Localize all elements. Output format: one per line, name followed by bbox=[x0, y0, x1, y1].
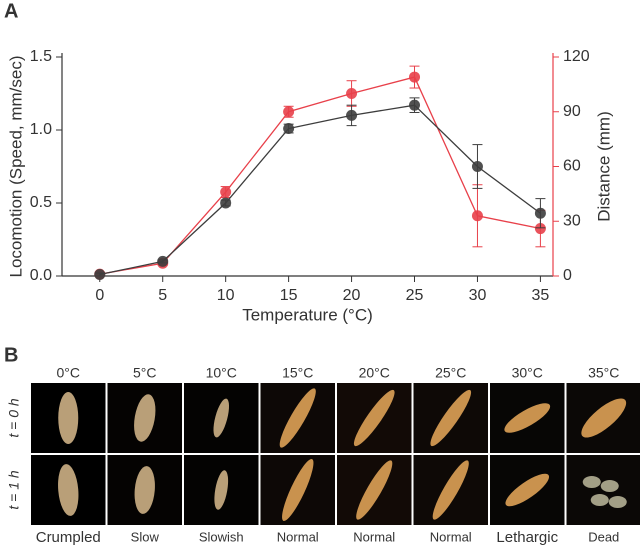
series-line bbox=[99, 76, 541, 275]
row-label: t = 1 h bbox=[6, 470, 22, 510]
specimen bbox=[600, 480, 619, 492]
column-label: 15°C bbox=[282, 365, 313, 381]
x-tick-label: 35 bbox=[532, 287, 550, 304]
column-label: 25°C bbox=[435, 365, 466, 381]
y2-tick-label: 60 bbox=[563, 158, 581, 175]
specimen bbox=[134, 466, 155, 514]
specimen bbox=[58, 464, 79, 516]
x-axis-title: Temperature (°C) bbox=[242, 305, 373, 324]
behavior-label: Slowish bbox=[199, 529, 244, 544]
data-point bbox=[157, 255, 169, 267]
specimen bbox=[134, 394, 156, 442]
y2-tick-label: 90 bbox=[563, 103, 581, 120]
x-tick-label: 0 bbox=[95, 287, 104, 304]
specimen bbox=[282, 459, 314, 521]
specimen bbox=[504, 403, 551, 433]
row-label: t = 0 h bbox=[6, 398, 22, 438]
specimen bbox=[58, 392, 79, 444]
y2-tick-label: 120 bbox=[563, 48, 590, 65]
data-point bbox=[409, 99, 421, 111]
specimen bbox=[581, 398, 627, 438]
data-point bbox=[534, 223, 546, 235]
specimen bbox=[279, 388, 316, 448]
data-point bbox=[346, 109, 358, 121]
specimen bbox=[356, 460, 393, 520]
behavior-label: Dead bbox=[588, 529, 619, 544]
y-tick-label: 1.0 bbox=[30, 121, 52, 138]
column-label: 35°C bbox=[588, 365, 619, 381]
behavior-label: Slow bbox=[131, 529, 160, 544]
x-tick-label: 15 bbox=[280, 287, 298, 304]
behavior-label: Crumpled bbox=[36, 529, 101, 546]
series-line bbox=[99, 104, 541, 276]
specimen bbox=[213, 398, 230, 438]
y-tick-label: 0.0 bbox=[30, 267, 52, 284]
y2-tick-label: 0 bbox=[563, 267, 572, 284]
column-label: 0°C bbox=[57, 365, 81, 381]
data-point bbox=[283, 106, 295, 118]
behavior-label: Normal bbox=[277, 529, 319, 544]
column-label: 20°C bbox=[359, 365, 390, 381]
x-tick-label: 20 bbox=[343, 287, 361, 304]
data-point bbox=[283, 123, 295, 135]
y-tick-label: 1.5 bbox=[30, 48, 52, 65]
behavior-label: Normal bbox=[353, 529, 395, 544]
x-tick-label: 10 bbox=[217, 287, 235, 304]
data-point bbox=[220, 197, 232, 209]
panel-label: B bbox=[4, 344, 18, 366]
data-point bbox=[94, 269, 106, 281]
x-tick-label: 25 bbox=[406, 287, 424, 304]
data-point bbox=[220, 186, 232, 198]
y2-axis-title: Distance (mm) bbox=[594, 111, 613, 222]
specimen bbox=[608, 496, 627, 508]
column-label: 10°C bbox=[206, 365, 237, 381]
data-point bbox=[346, 88, 358, 99]
y-tick-label: 0.5 bbox=[30, 194, 52, 211]
panel-label: A bbox=[4, 0, 18, 22]
column-label: 30°C bbox=[512, 365, 543, 381]
behavior-label: Normal bbox=[430, 529, 472, 544]
y2-tick-label: 30 bbox=[563, 212, 581, 229]
specimen bbox=[353, 389, 395, 447]
specimen bbox=[582, 476, 601, 488]
x-tick-label: 30 bbox=[469, 287, 487, 304]
specimen bbox=[430, 389, 472, 447]
y-axis-title: Locomotion (Speed, mm/sec) bbox=[6, 55, 25, 277]
behavior-label: Lethargic bbox=[496, 529, 558, 546]
specimen bbox=[214, 470, 229, 510]
column-label: 5°C bbox=[133, 365, 157, 381]
specimen bbox=[432, 460, 469, 520]
data-point bbox=[534, 207, 546, 219]
specimen bbox=[505, 473, 550, 507]
data-point bbox=[471, 210, 483, 222]
specimen bbox=[590, 494, 609, 506]
data-point bbox=[471, 161, 483, 172]
x-tick-label: 5 bbox=[158, 287, 167, 304]
data-point bbox=[409, 71, 421, 83]
